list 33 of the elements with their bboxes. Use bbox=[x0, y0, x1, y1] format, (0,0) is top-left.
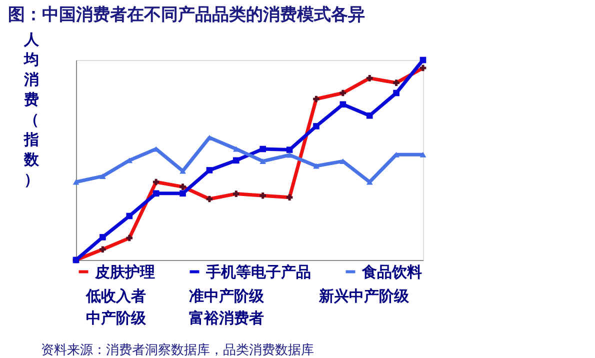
point bbox=[260, 158, 266, 164]
point bbox=[180, 168, 186, 174]
point bbox=[313, 123, 320, 130]
point bbox=[180, 190, 186, 197]
legend-label: 食品饮料 bbox=[361, 262, 422, 281]
point bbox=[100, 173, 106, 179]
text: 准中产阶级 bbox=[189, 287, 265, 305]
point bbox=[313, 163, 320, 169]
point bbox=[72, 179, 80, 185]
point bbox=[126, 212, 133, 220]
point bbox=[206, 167, 213, 174]
text: 低收入者 bbox=[85, 287, 146, 305]
point bbox=[393, 90, 400, 96]
point bbox=[366, 112, 373, 119]
text: 资料来源：消费者洞察数据库，品类消费数据库 bbox=[41, 342, 314, 358]
point bbox=[286, 152, 293, 158]
text: 新兴中产阶级 bbox=[318, 287, 410, 305]
legend-label: 手机等电子产品 bbox=[205, 262, 311, 281]
text: 中产阶级 bbox=[86, 309, 147, 327]
point bbox=[232, 157, 240, 164]
point bbox=[100, 234, 106, 240]
point bbox=[366, 179, 373, 185]
legend-label: 皮肤护理 bbox=[94, 262, 155, 281]
y-axis-title: 人均消费（指数） bbox=[23, 30, 40, 188]
point bbox=[152, 190, 160, 197]
point bbox=[260, 146, 266, 152]
point bbox=[232, 146, 240, 152]
point bbox=[340, 101, 346, 108]
text: 富裕消费者 bbox=[189, 309, 264, 327]
chart-title: 图：中国消费者在不同产品品类的消费模式各异 bbox=[8, 5, 365, 25]
point bbox=[420, 152, 426, 158]
point bbox=[286, 146, 293, 153]
point bbox=[420, 56, 426, 64]
